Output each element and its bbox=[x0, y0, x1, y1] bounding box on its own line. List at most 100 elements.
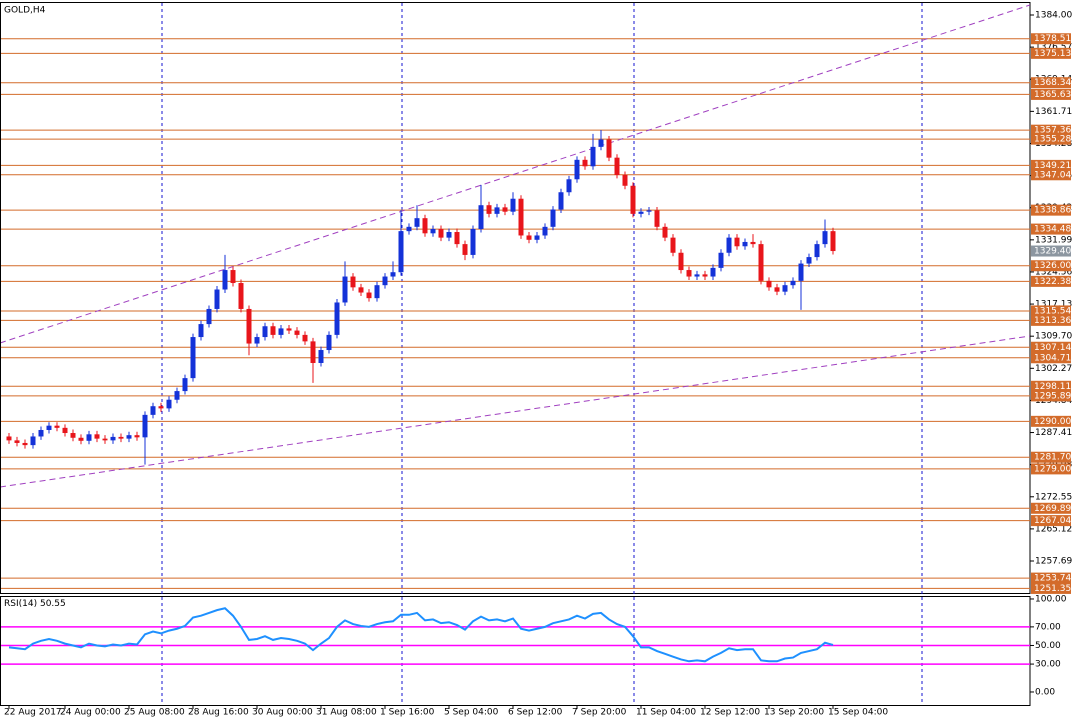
level-label: 1295.89 bbox=[1034, 391, 1071, 401]
y-tick-label: 100.00 bbox=[1035, 594, 1067, 604]
candle-body bbox=[398, 231, 404, 273]
level-label-box bbox=[1031, 33, 1071, 45]
candle-body bbox=[494, 207, 500, 214]
level-label: 1334.48 bbox=[1034, 225, 1071, 235]
level-label: 1279.00 bbox=[1034, 464, 1071, 474]
candle-body bbox=[566, 179, 572, 193]
candle-body bbox=[758, 244, 764, 281]
candle-body bbox=[246, 308, 252, 344]
x-tick-label: 6 Sep 12:00 bbox=[508, 708, 563, 718]
candle-body bbox=[438, 228, 444, 238]
candle-body bbox=[166, 399, 172, 409]
level-label: 1313.36 bbox=[1034, 316, 1071, 326]
candle-body bbox=[22, 442, 28, 446]
candle-body bbox=[230, 270, 236, 284]
candle-body bbox=[598, 139, 604, 147]
candle-body bbox=[86, 434, 92, 441]
level-label-box bbox=[1031, 133, 1071, 145]
level-label: 1349.21 bbox=[1034, 161, 1071, 171]
level-label: 1326.00 bbox=[1034, 261, 1071, 271]
candle-body bbox=[542, 226, 548, 236]
candle-body bbox=[446, 232, 452, 238]
trend-line bbox=[1, 335, 1030, 488]
y-tick-label: 50.00 bbox=[1035, 641, 1061, 651]
level-label-box bbox=[1031, 77, 1071, 89]
candle-body bbox=[318, 350, 324, 363]
level-label-box bbox=[1031, 352, 1071, 364]
candle-body bbox=[214, 289, 220, 309]
candle-body bbox=[334, 302, 340, 335]
rsi bbox=[8, 607, 834, 663]
axes: 1384.001376.571369.141361.711354.281346.… bbox=[4, 11, 1072, 718]
level-label: 1365.63 bbox=[1034, 90, 1071, 100]
candle-body bbox=[406, 226, 412, 232]
level-label: 1267.04 bbox=[1034, 516, 1071, 526]
level-label-box bbox=[1031, 88, 1071, 100]
candle-body bbox=[638, 211, 644, 214]
candle-body bbox=[62, 427, 68, 434]
level-label-box bbox=[1031, 305, 1071, 317]
candle-body bbox=[366, 292, 372, 299]
candle-body bbox=[302, 334, 308, 342]
candle-body bbox=[422, 218, 428, 234]
level-label-box bbox=[1031, 572, 1071, 584]
candle-body bbox=[742, 241, 748, 247]
level-label: 1315.54 bbox=[1034, 306, 1071, 316]
x-tick-label: 28 Aug 16:00 bbox=[188, 708, 249, 718]
level-label: 1357.36 bbox=[1034, 126, 1071, 136]
candle-body bbox=[646, 210, 652, 212]
trend-line bbox=[1, 4, 1030, 344]
candle-body bbox=[190, 337, 196, 379]
x-tick-label: 5 Sep 04:00 bbox=[444, 708, 499, 718]
candle-body bbox=[142, 414, 148, 438]
level-label: 1338.86 bbox=[1034, 206, 1071, 216]
candle-body bbox=[718, 252, 724, 268]
level-label: 1290.00 bbox=[1034, 417, 1071, 427]
y-tick-label: 1265.12 bbox=[1035, 524, 1072, 534]
candle-body bbox=[150, 406, 156, 415]
candle-body bbox=[118, 436, 124, 439]
candle-body bbox=[510, 198, 516, 212]
level-label: 1378.51 bbox=[1034, 34, 1071, 44]
x-tick-label: 13 Sep 20:00 bbox=[764, 708, 824, 718]
level-label: 1355.28 bbox=[1034, 135, 1071, 145]
level-label: 1347.04 bbox=[1034, 170, 1071, 180]
candle-body bbox=[430, 228, 436, 234]
candle-body bbox=[734, 237, 740, 247]
x-tick-label: 7 Sep 20:00 bbox=[572, 708, 627, 718]
candle-body bbox=[222, 270, 228, 290]
x-tick-label: 24 Aug 00:00 bbox=[60, 708, 121, 718]
level-label-box bbox=[1031, 275, 1071, 287]
level-label-box bbox=[1031, 390, 1071, 402]
candle-body bbox=[126, 435, 132, 439]
y-tick-label: 1272.55 bbox=[1035, 492, 1072, 502]
y-tick-label: 0.00 bbox=[1035, 687, 1055, 697]
x-tick-label: 12 Sep 12:00 bbox=[700, 708, 760, 718]
x-tick-label: 1 Sep 16:00 bbox=[380, 708, 435, 718]
y-tick-label: 1309.70 bbox=[1035, 332, 1072, 342]
level-label-box bbox=[1031, 159, 1071, 171]
candle-body bbox=[502, 207, 508, 212]
candle-body bbox=[254, 337, 260, 344]
candle-body bbox=[558, 192, 564, 210]
y-tick-label: 1287.41 bbox=[1035, 428, 1072, 438]
y-tick-label: 1317.13 bbox=[1035, 300, 1072, 310]
candle-body bbox=[462, 244, 468, 255]
y-tick-label: 30.00 bbox=[1035, 660, 1061, 670]
candle-body bbox=[102, 438, 108, 441]
candle-body bbox=[694, 274, 700, 277]
trend-lines bbox=[1, 4, 1030, 488]
candle-body bbox=[830, 231, 836, 252]
y-tick-label: 1302.27 bbox=[1035, 364, 1072, 374]
x-tick-label: 25 Aug 08:00 bbox=[124, 708, 185, 718]
level-label-box bbox=[1031, 260, 1071, 272]
level-label-box bbox=[1031, 515, 1071, 527]
candle-body bbox=[30, 436, 36, 446]
candle-body bbox=[382, 276, 388, 286]
candle-body bbox=[238, 283, 244, 309]
candle-body bbox=[574, 159, 580, 180]
candle-body bbox=[518, 198, 524, 236]
candle-body bbox=[70, 433, 76, 438]
candle-body bbox=[614, 157, 620, 175]
bid-label: 1329.40 bbox=[1034, 247, 1071, 257]
